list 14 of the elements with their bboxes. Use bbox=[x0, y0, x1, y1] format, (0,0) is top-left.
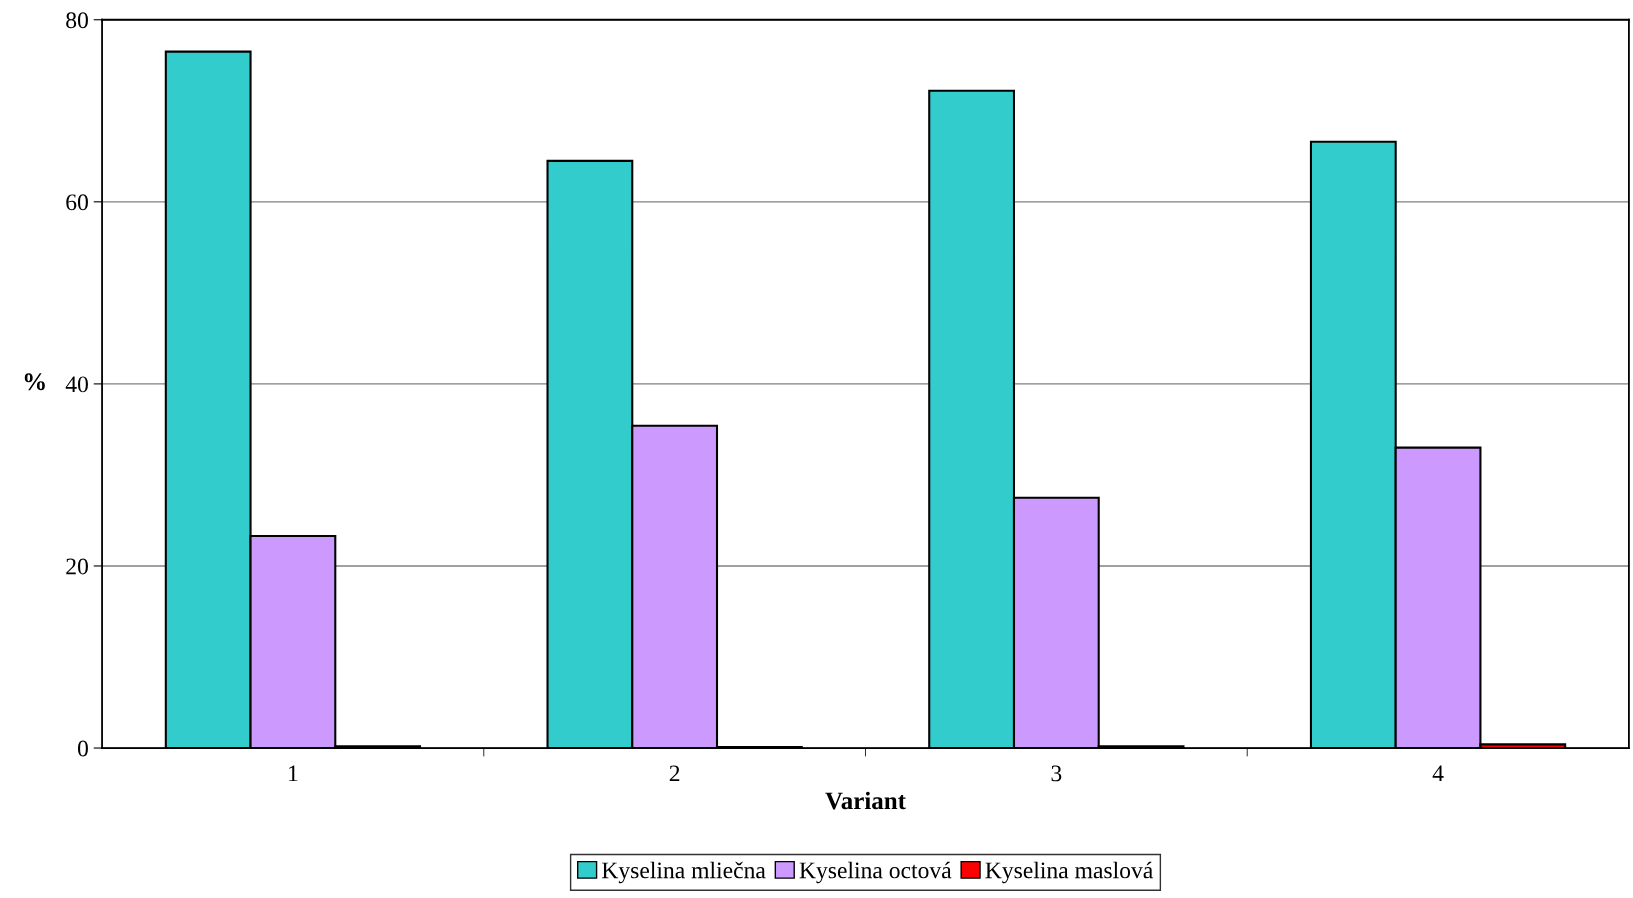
x-tick-label: 4 bbox=[1432, 765, 1444, 782]
y-tick-label: 40 bbox=[65, 376, 88, 393]
legend-label: Kyselina maslová bbox=[985, 861, 1153, 884]
y-tick-label: 80 bbox=[66, 12, 88, 29]
y-axis-title: % bbox=[24, 373, 45, 391]
x-tick-label: 2 bbox=[669, 765, 680, 782]
y-tick-label: 60 bbox=[66, 194, 88, 211]
legend-label: Kyselina mliečna bbox=[601, 861, 766, 884]
x-tick-label: 3 bbox=[1051, 765, 1062, 782]
x-tick-label: 1 bbox=[289, 765, 298, 782]
y-tick-label: 0 bbox=[77, 740, 88, 757]
x-axis-title: Variant bbox=[825, 791, 906, 810]
legend-label: Kyselina octová bbox=[799, 861, 952, 884]
y-tick-label: 20 bbox=[66, 558, 88, 575]
